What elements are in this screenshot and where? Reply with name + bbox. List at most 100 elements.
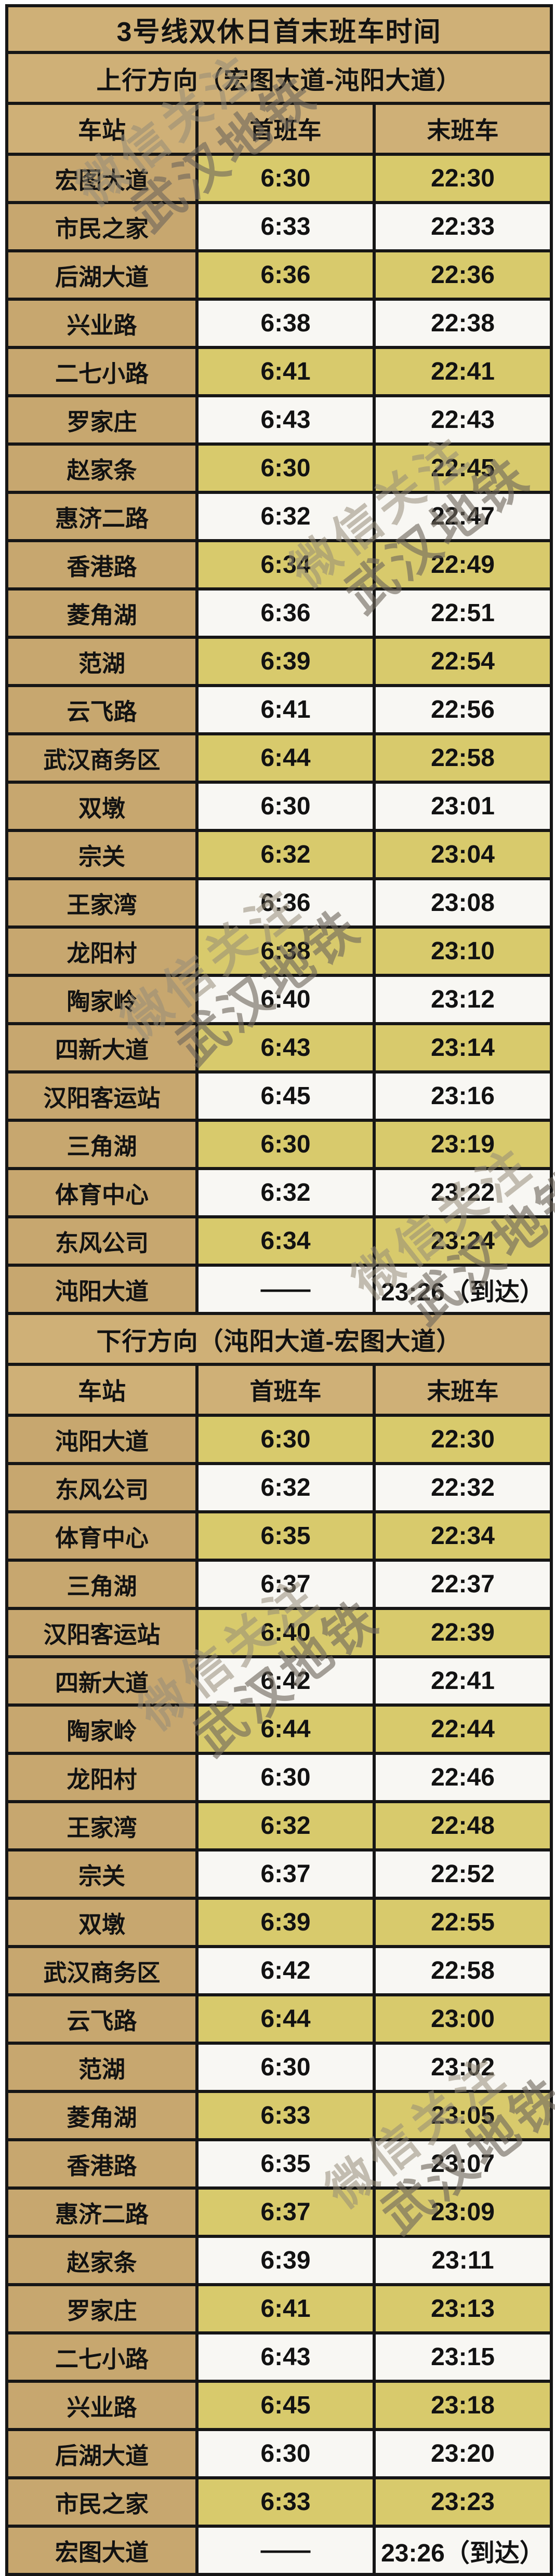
first-train-cell: 6:40 bbox=[195, 1607, 376, 1658]
station-cell: 云飞路 bbox=[5, 684, 199, 735]
last-train-column-header: 末班车 bbox=[372, 1363, 553, 1417]
table-row: 云飞路 6:41 22:56 bbox=[5, 684, 553, 735]
last-train-cell: 22:56 bbox=[372, 684, 553, 735]
first-train-cell: 6:30 bbox=[195, 2042, 376, 2093]
station-cell: 后湖大道 bbox=[5, 249, 199, 301]
table-row: 王家湾 6:32 22:48 bbox=[5, 1800, 553, 1852]
first-train-cell: 6:30 bbox=[195, 442, 376, 494]
station-cell: 宗关 bbox=[5, 829, 199, 880]
title-row: 3号线双休日首末班车时间 bbox=[5, 4, 553, 54]
station-cell: 双墩 bbox=[5, 781, 199, 832]
station-cell: 宏图大道 bbox=[5, 2525, 199, 2576]
table-row: 惠济二路 6:37 23:09 bbox=[5, 2186, 553, 2238]
first-train-cell: 6:41 bbox=[195, 684, 376, 735]
first-train-cell: 6:32 bbox=[195, 1462, 376, 1513]
station-cell: 沌阳大道 bbox=[5, 1414, 199, 1465]
station-cell: 四新大道 bbox=[5, 1655, 199, 1707]
station-cell: 四新大道 bbox=[5, 1022, 199, 1074]
station-cell: 兴业路 bbox=[5, 2380, 199, 2431]
table-row: 武汉商务区 6:44 22:58 bbox=[5, 732, 553, 784]
table-row: 宗关 6:37 22:52 bbox=[5, 1848, 553, 1900]
first-train-column-header: 首班车 bbox=[195, 102, 376, 156]
first-train-cell: 6:35 bbox=[195, 1510, 376, 1562]
first-train-cell: 6:37 bbox=[195, 1848, 376, 1900]
table-row: 赵家条 6:30 22:45 bbox=[5, 442, 553, 494]
column-header-row: 车站 首班车 末班车 bbox=[5, 102, 553, 156]
first-train-cell: 6:35 bbox=[195, 2138, 376, 2190]
table-row: 龙阳村 6:38 23:10 bbox=[5, 925, 553, 977]
first-train-cell: —— bbox=[195, 2525, 376, 2576]
station-cell: 二七小路 bbox=[5, 346, 199, 397]
station-cell: 三角湖 bbox=[5, 1119, 199, 1170]
first-train-cell: 6:38 bbox=[195, 298, 376, 349]
timetable-page: 3号线双休日首末班车时间 上行方向（宏图大道-沌阳大道） 车站 首班车 末班车 宏图大道… bbox=[5, 4, 555, 2576]
table-row: 菱角湖 6:36 22:51 bbox=[5, 587, 553, 639]
station-cell: 惠济二路 bbox=[5, 2186, 199, 2238]
last-train-cell: 23:07 bbox=[372, 2138, 553, 2190]
first-train-cell: 6:32 bbox=[195, 1800, 376, 1852]
station-cell: 体育中心 bbox=[5, 1510, 199, 1562]
station-cell: 三角湖 bbox=[5, 1559, 199, 1610]
first-train-cell: 6:33 bbox=[195, 2090, 376, 2141]
table-row: 市民之家 6:33 22:33 bbox=[5, 201, 553, 252]
first-train-cell: 6:30 bbox=[195, 2428, 376, 2479]
station-cell: 东风公司 bbox=[5, 1215, 199, 1267]
station-cell: 菱角湖 bbox=[5, 587, 199, 639]
last-train-cell: 22:55 bbox=[372, 1897, 553, 1948]
station-cell: 龙阳村 bbox=[5, 925, 199, 977]
station-cell: 宏图大道 bbox=[5, 153, 199, 204]
last-train-cell: 23:11 bbox=[372, 2235, 553, 2286]
table-row: 龙阳村 6:30 22:46 bbox=[5, 1752, 553, 1803]
first-train-cell: 6:42 bbox=[195, 1945, 376, 1996]
last-train-cell: 22:48 bbox=[372, 1800, 553, 1852]
last-train-cell: 22:37 bbox=[372, 1559, 553, 1610]
table-row: 四新大道 6:42 22:41 bbox=[5, 1655, 553, 1707]
station-cell: 武汉商务区 bbox=[5, 1945, 199, 1996]
station-cell: 武汉商务区 bbox=[5, 732, 199, 784]
table-row: 沌阳大道 6:30 22:30 bbox=[5, 1414, 553, 1465]
last-train-cell: 23:22 bbox=[372, 1167, 553, 1218]
first-train-cell: 6:45 bbox=[195, 2380, 376, 2431]
first-train-cell: 6:32 bbox=[195, 491, 376, 542]
table-row: 宏图大道 —— 23:26（到达） bbox=[5, 2525, 553, 2576]
station-cell: 王家湾 bbox=[5, 1800, 199, 1852]
first-train-cell: 6:42 bbox=[195, 1655, 376, 1707]
table-row: 香港路 6:35 23:07 bbox=[5, 2138, 553, 2190]
section-direction: 上行方向（宏图大道-沌阳大道） bbox=[5, 51, 553, 105]
first-train-cell: 6:36 bbox=[195, 249, 376, 301]
table-row: 王家湾 6:36 23:08 bbox=[5, 877, 553, 929]
table-row: 市民之家 6:33 23:23 bbox=[5, 2476, 553, 2528]
last-train-cell: 23:16 bbox=[372, 1070, 553, 1122]
station-cell: 体育中心 bbox=[5, 1167, 199, 1218]
table-row: 宗关 6:32 23:04 bbox=[5, 829, 553, 880]
first-train-cell: 6:37 bbox=[195, 2186, 376, 2238]
table-row: 武汉商务区 6:42 22:58 bbox=[5, 1945, 553, 1996]
first-train-cell: 6:39 bbox=[195, 636, 376, 687]
page-title: 3号线双休日首末班车时间 bbox=[5, 4, 553, 54]
first-train-cell: 6:43 bbox=[195, 394, 376, 446]
section-header-row: 上行方向（宏图大道-沌阳大道） bbox=[5, 51, 553, 105]
first-train-cell: 6:39 bbox=[195, 1897, 376, 1948]
table-row: 二七小路 6:43 23:15 bbox=[5, 2331, 553, 2383]
last-train-cell: 22:41 bbox=[372, 1655, 553, 1707]
first-train-cell: 6:33 bbox=[195, 201, 376, 252]
table-row: 后湖大道 6:30 23:20 bbox=[5, 2428, 553, 2479]
last-train-cell: 23:19 bbox=[372, 1119, 553, 1170]
table-row: 赵家条 6:39 23:11 bbox=[5, 2235, 553, 2286]
table-row: 汉阳客运站 6:40 22:39 bbox=[5, 1607, 553, 1658]
table-row: 体育中心 6:35 22:34 bbox=[5, 1510, 553, 1562]
last-train-cell: 23:18 bbox=[372, 2380, 553, 2431]
last-train-cell: 23:14 bbox=[372, 1022, 553, 1074]
station-cell: 范湖 bbox=[5, 2042, 199, 2093]
station-cell: 罗家庄 bbox=[5, 2283, 199, 2334]
table-row: 东风公司 6:32 22:32 bbox=[5, 1462, 553, 1513]
station-cell: 宗关 bbox=[5, 1848, 199, 1900]
last-train-cell: 22:34 bbox=[372, 1510, 553, 1562]
last-train-cell: 23:13 bbox=[372, 2283, 553, 2334]
first-train-cell: 6:44 bbox=[195, 732, 376, 784]
last-train-cell: 23:15 bbox=[372, 2331, 553, 2383]
station-cell: 市民之家 bbox=[5, 201, 199, 252]
first-train-cell: 6:34 bbox=[195, 1215, 376, 1267]
table-row: 双墩 6:39 22:55 bbox=[5, 1897, 553, 1948]
first-train-cell: 6:45 bbox=[195, 1070, 376, 1122]
